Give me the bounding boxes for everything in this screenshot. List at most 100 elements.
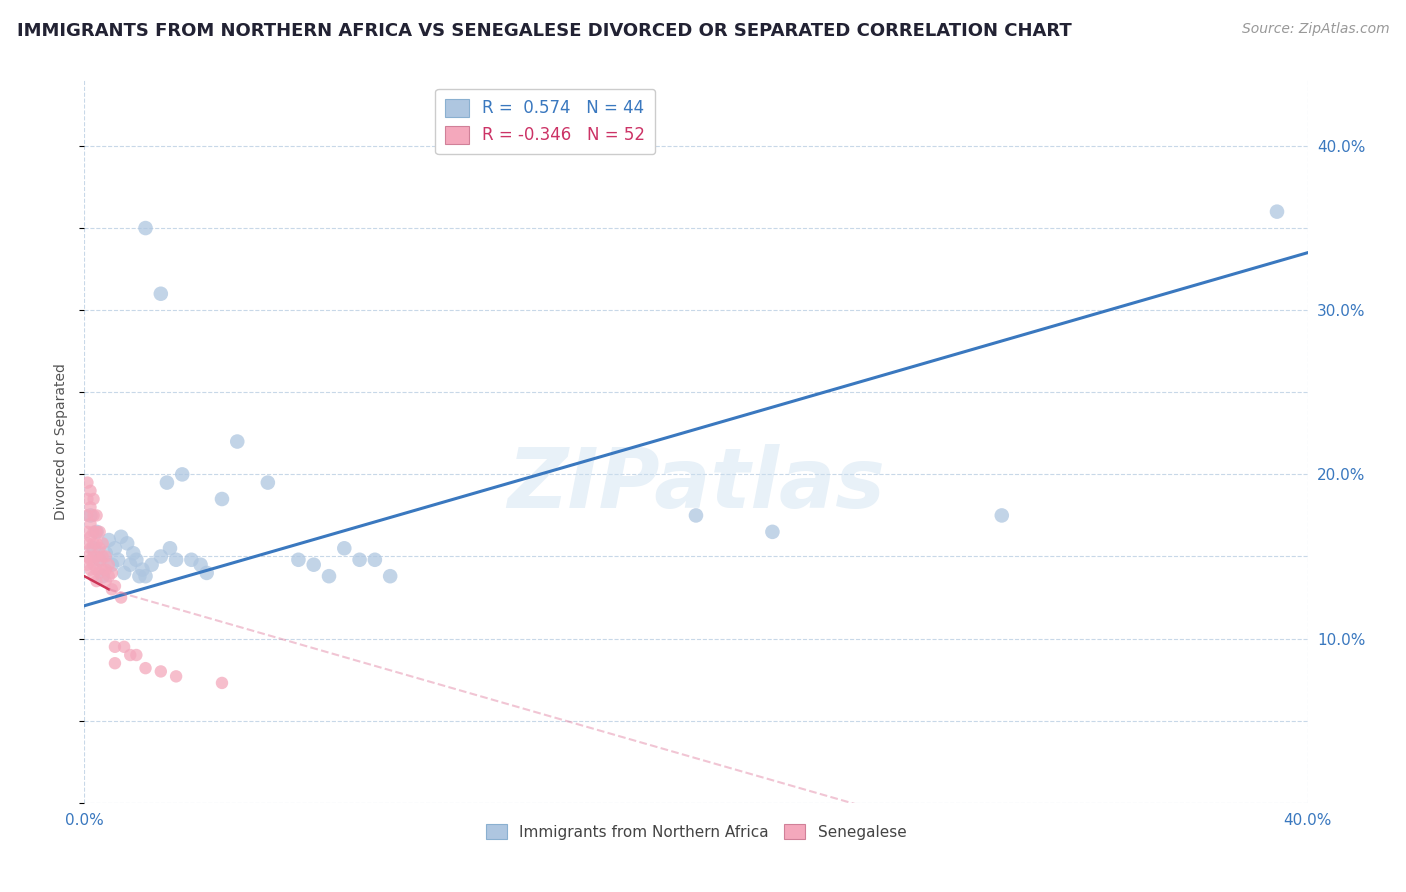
Point (135, 569, 157, 583)
Point (122, 546, 145, 560)
Point (86, 536, 108, 550)
Point (104, 579, 127, 593)
Point (120, 558, 142, 572)
Point (83, 569, 105, 583)
Point (79, 563, 101, 577)
Text: ZIPatlas: ZIPatlas (508, 444, 884, 525)
Point (86, 508, 108, 523)
Point (149, 665, 172, 679)
Point (125, 553, 148, 567)
Point (83, 536, 105, 550)
Point (94, 549, 117, 564)
Point (83, 549, 105, 564)
Point (104, 657, 127, 671)
Point (318, 569, 340, 583)
Point (112, 640, 135, 654)
Point (115, 536, 138, 550)
Text: IMMIGRANTS FROM NORTHERN AFRICA VS SENEGALESE DIVORCED OR SEPARATED CORRELATION : IMMIGRANTS FROM NORTHERN AFRICA VS SENEG… (17, 22, 1071, 40)
Point (180, 553, 202, 567)
Point (761, 524, 783, 539)
Point (89, 553, 111, 567)
Point (1265, 204, 1288, 219)
Point (149, 549, 172, 564)
Point (120, 648, 142, 662)
Point (195, 566, 218, 580)
Point (156, 475, 179, 490)
Point (91, 549, 114, 564)
Point (76, 524, 98, 539)
Point (149, 286, 172, 301)
Point (172, 467, 194, 482)
Point (76, 558, 98, 572)
Point (104, 640, 127, 654)
Point (128, 569, 150, 583)
Point (302, 558, 325, 572)
Point (135, 221, 157, 235)
Point (79, 553, 101, 567)
Point (79, 483, 101, 498)
Point (257, 475, 280, 490)
Point (97, 533, 120, 547)
Point (165, 669, 187, 683)
Point (333, 541, 356, 556)
Point (94, 546, 117, 560)
Point (110, 530, 132, 544)
Point (107, 553, 129, 567)
Point (89, 541, 111, 556)
Point (86, 524, 108, 539)
Point (83, 491, 105, 506)
Point (110, 591, 132, 605)
Point (165, 553, 187, 567)
Point (86, 574, 108, 588)
Point (685, 508, 707, 523)
Point (364, 553, 387, 567)
Point (91, 569, 114, 583)
Point (97, 569, 120, 583)
Text: Source: ZipAtlas.com: Source: ZipAtlas.com (1241, 22, 1389, 37)
Legend: Immigrants from Northern Africa, Senegalese: Immigrants from Northern Africa, Senegal… (479, 818, 912, 846)
Point (76, 491, 98, 506)
Point (76, 549, 98, 564)
Point (86, 524, 108, 539)
Point (125, 648, 148, 662)
Point (83, 524, 105, 539)
Point (86, 549, 108, 564)
Point (287, 553, 309, 567)
Point (141, 558, 163, 572)
Point (89, 553, 111, 567)
Point (76, 536, 98, 550)
Point (211, 491, 233, 506)
Point (380, 569, 402, 583)
Point (135, 661, 157, 675)
Point (76, 475, 98, 490)
Point (104, 541, 127, 556)
Point (349, 553, 371, 567)
Point (91, 563, 114, 577)
Point (91, 536, 114, 550)
Point (101, 582, 124, 597)
Point (101, 558, 124, 572)
Point (94, 563, 117, 577)
Point (89, 566, 111, 580)
Point (79, 530, 101, 544)
Point (97, 558, 120, 572)
Point (226, 434, 249, 449)
Point (112, 566, 135, 580)
Point (79, 500, 101, 515)
Point (159, 541, 181, 556)
Point (83, 508, 105, 523)
Point (101, 566, 124, 580)
Point (89, 524, 111, 539)
Point (131, 563, 153, 577)
Point (76, 508, 98, 523)
Point (86, 563, 108, 577)
Point (83, 541, 105, 556)
Point (190, 558, 212, 572)
Point (211, 676, 233, 690)
Point (83, 558, 105, 572)
Point (79, 541, 101, 556)
Point (79, 508, 101, 523)
Point (79, 516, 101, 531)
Point (94, 574, 117, 588)
Y-axis label: Divorced or Separated: Divorced or Separated (55, 363, 69, 520)
